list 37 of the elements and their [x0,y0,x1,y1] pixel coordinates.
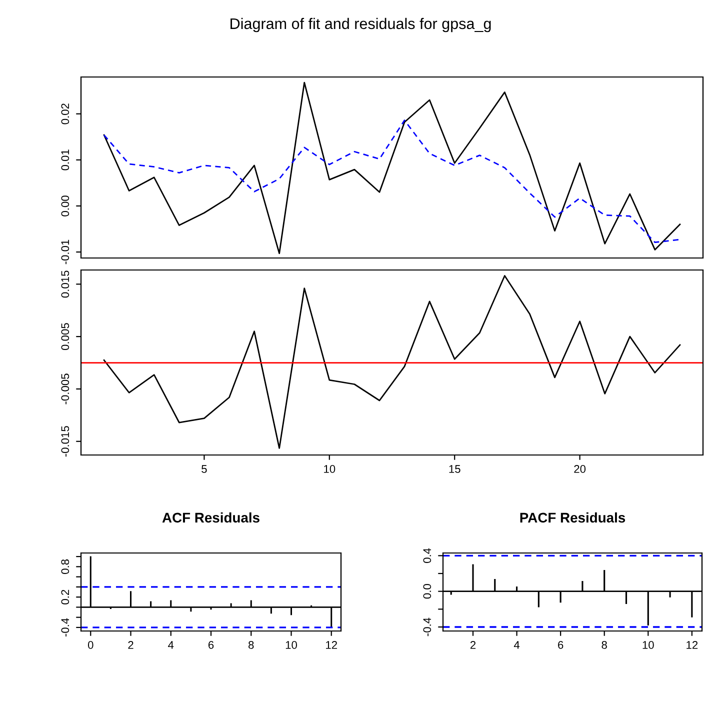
chart-title: Diagram of fit and residuals for gpsa_g [230,18,491,32]
x-tick-label: 6 [208,641,214,649]
y-tick-label: 0.0 [423,584,432,599]
line-series [103,120,681,244]
x-tick-label: 8 [602,641,607,649]
x-tick-label: 2 [128,641,134,649]
x-tick-label: 10 [324,465,336,473]
x-tick-label: 2 [470,641,476,649]
line-series [103,275,681,449]
x-tick-label: 4 [168,641,174,649]
y-tick-label: -0.01 [61,240,70,264]
x-tick-label: 10 [642,641,654,649]
y-tick-label: 0.8 [61,559,70,574]
line-series [103,82,681,254]
x-tick-label: 8 [248,641,254,649]
x-tick-label: 10 [286,641,297,649]
chart-title: PACF Residuals [520,512,626,523]
y-tick-label: 0.4 [423,548,432,563]
y-tick-label: 0.02 [61,104,70,124]
x-tick-label: 15 [449,465,460,473]
x-tick-label: 20 [574,465,586,473]
y-tick-label: 0.2 [61,590,70,604]
x-tick-label: 12 [326,641,337,649]
y-tick-label: 0.005 [61,323,70,350]
x-tick-label: 5 [202,465,207,473]
chart-title: ACF Residuals [162,512,260,523]
x-tick-label: 4 [514,641,520,649]
x-tick-label: 0 [88,641,94,649]
y-tick-label: -0.4 [423,618,432,636]
y-tick-label: 0.00 [61,196,70,216]
y-tick-label: 0.01 [61,150,70,170]
x-tick-label: 6 [558,641,564,649]
x-tick-label: 12 [686,641,698,649]
y-tick-label: 0.015 [61,270,70,298]
y-tick-label: -0.005 [61,374,70,404]
y-tick-label: -0.4 [61,618,70,637]
y-tick-label: -0.015 [61,426,70,457]
